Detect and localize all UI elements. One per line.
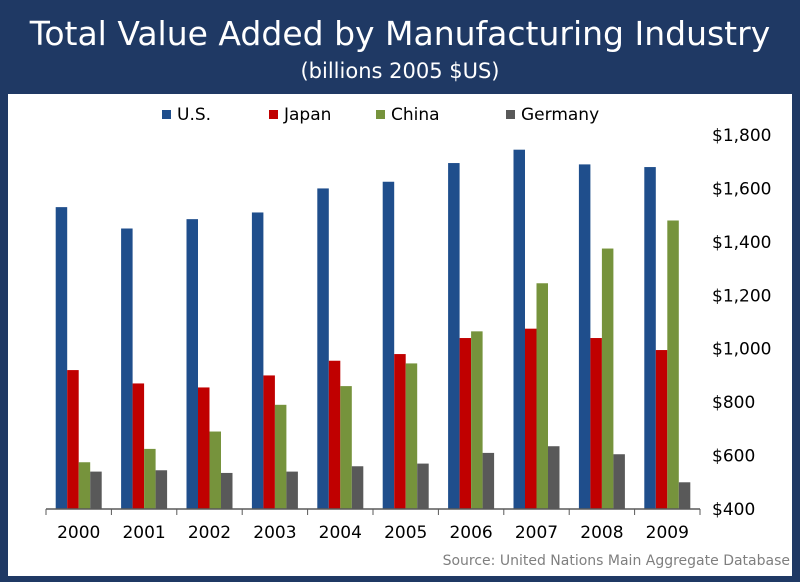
bar-germany-2005 xyxy=(417,463,429,509)
x-tick-label-2004: 2004 xyxy=(319,523,362,543)
bar-japan-2006 xyxy=(459,338,472,509)
chart-title: Total Value Added by Manufacturing Indus… xyxy=(29,14,771,53)
y-tick-label: $800 xyxy=(712,393,755,413)
bar-japan-2005 xyxy=(394,354,406,509)
bar-japan-2001 xyxy=(132,383,145,509)
x-tick-label-2005: 2005 xyxy=(384,523,427,543)
legend-label-us: U.S. xyxy=(177,105,211,125)
bar-germany-2006 xyxy=(482,452,495,509)
x-tick-label-2009: 2009 xyxy=(646,523,689,543)
title-banner: Total Value Added by Manufacturing Indus… xyxy=(0,0,800,94)
bar-japan-2002 xyxy=(198,387,210,509)
bar-germany-2004 xyxy=(351,466,364,509)
bar-us-2002 xyxy=(186,219,198,509)
x-tick-label-2001: 2001 xyxy=(122,523,165,543)
bar-china-2000 xyxy=(78,462,91,509)
bar-japan-2000 xyxy=(67,370,79,509)
bar-germany-2002 xyxy=(221,472,233,509)
legend-label-japan: Japan xyxy=(283,105,331,125)
bar-japan-2007 xyxy=(525,328,537,509)
y-tick-label: $1,800 xyxy=(712,126,771,146)
bar-china-2002 xyxy=(209,431,221,509)
x-tick-label-2002: 2002 xyxy=(188,523,231,543)
bar-japan-2009 xyxy=(655,350,668,509)
y-tick-label: $1,600 xyxy=(712,179,771,199)
y-tick-label: $1,400 xyxy=(712,233,771,253)
bar-us-2009 xyxy=(644,167,656,509)
chart-subtitle: (billions 2005 $US) xyxy=(300,59,500,83)
bar-germany-2008 xyxy=(613,454,625,509)
source-note: Source: United Nations Main Aggregate Da… xyxy=(442,553,790,569)
bar-china-2005 xyxy=(405,363,418,509)
bar-us-2007 xyxy=(513,149,525,509)
y-tick-label: $400 xyxy=(712,500,755,520)
bar-us-2000 xyxy=(55,207,68,509)
y-tick-label: $600 xyxy=(712,447,755,467)
bar-china-2009 xyxy=(667,220,679,510)
bar-us-2008 xyxy=(578,164,591,509)
bar-us-2005 xyxy=(382,181,395,509)
bar-us-2004 xyxy=(317,188,329,509)
bar-japan-2003 xyxy=(263,375,275,509)
legend-label-china: China xyxy=(391,105,440,125)
bar-china-2004 xyxy=(340,386,352,509)
bar-germany-2003 xyxy=(286,471,298,509)
x-tick-label-2006: 2006 xyxy=(449,523,492,543)
y-tick-label: $1,200 xyxy=(712,286,771,306)
bar-germany-2001 xyxy=(155,470,168,509)
x-tick-label-2007: 2007 xyxy=(515,523,558,543)
frame-right-border xyxy=(792,94,800,582)
legend-swatch-germany xyxy=(506,110,515,119)
legend-swatch-china xyxy=(376,110,385,119)
bar-us-2001 xyxy=(121,228,133,509)
bar-germany-2000 xyxy=(90,471,102,509)
legend-swatch-us xyxy=(162,110,171,119)
bar-china-2007 xyxy=(536,283,548,509)
bar-japan-2004 xyxy=(328,360,341,509)
bar-us-2003 xyxy=(251,212,264,509)
x-tick-label-2000: 2000 xyxy=(57,523,100,543)
frame-left-border xyxy=(0,94,8,582)
bar-germany-2007 xyxy=(548,446,560,509)
x-tick-label-2003: 2003 xyxy=(253,523,296,543)
legend-swatch-japan xyxy=(269,110,278,119)
bar-china-2003 xyxy=(274,404,287,509)
bar-china-2001 xyxy=(144,448,156,509)
bar-china-2008 xyxy=(601,248,614,510)
bar-japan-2008 xyxy=(590,338,602,509)
x-tick-label-2008: 2008 xyxy=(580,523,623,543)
y-tick-label: $1,000 xyxy=(712,340,771,360)
bar-us-2006 xyxy=(448,163,460,510)
frame-bottom-border xyxy=(0,576,800,582)
bar-china-2006 xyxy=(471,331,483,509)
legend-label-germany: Germany xyxy=(521,105,599,125)
bar-germany-2009 xyxy=(678,482,691,509)
